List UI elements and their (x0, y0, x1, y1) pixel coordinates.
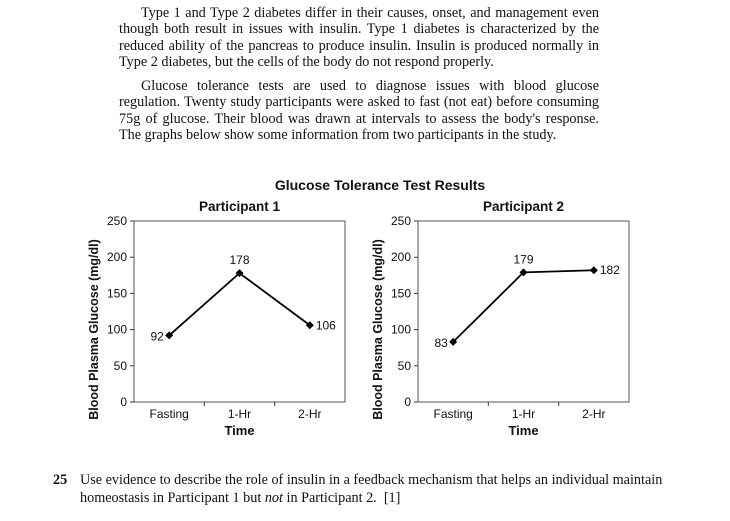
y-tick-label: 0 (404, 395, 411, 409)
question-points: [1] (383, 489, 401, 506)
y-tick-label: 100 (107, 323, 127, 337)
chart-title: Participant 1 (199, 199, 281, 214)
chart-participant-1: Participant 1 0 50 100 150 200 250 Fasting 1-Hr 2… (87, 199, 346, 438)
y-tick-label: 150 (391, 286, 411, 300)
y-tick-label: 250 (107, 214, 127, 228)
x-tick-label: 1-Hr (512, 407, 535, 421)
data-label: 182 (600, 263, 620, 277)
passage-paragraph-1: Type 1 and Type 2 diabetes differ in the… (119, 5, 599, 71)
y-tick-label: 50 (398, 359, 412, 373)
x-tick-label: 1-Hr (228, 407, 251, 421)
data-label: 83 (434, 336, 448, 350)
data-label: 179 (513, 252, 533, 266)
y-tick-label: 100 (391, 323, 411, 337)
plot-area (417, 220, 630, 403)
x-tick-label: 2-Hr (298, 407, 321, 421)
question-text-part-2: in Participant 2. (282, 489, 377, 506)
data-point-marker (519, 268, 528, 277)
x-axis-title: Time (508, 423, 538, 438)
data-label: 106 (316, 318, 336, 332)
y-axis-title: Blood Plasma Glucose (mg/dl) (371, 239, 385, 420)
y-tick-label: 250 (391, 214, 411, 228)
data-point-marker (165, 331, 174, 340)
question-text: Use evidence to describe the role of ins… (80, 472, 680, 507)
y-tick-label: 200 (107, 250, 127, 264)
y-axis-title: Blood Plasma Glucose (mg/dl) (87, 239, 101, 420)
y-tick-label: 50 (114, 359, 128, 373)
x-axis-title: Time (224, 423, 254, 438)
plot-area (133, 220, 346, 403)
paragraph-2-text: Glucose tolerance tests are used to diag… (119, 78, 599, 144)
data-point-marker (449, 337, 458, 346)
x-tick-label: 2-Hr (582, 407, 605, 421)
x-tick-label: Fasting (433, 407, 472, 421)
data-point-marker (305, 321, 314, 330)
question-text-part-1: Use evidence to describe the role of ins… (80, 472, 663, 506)
data-label: 92 (150, 329, 164, 343)
paragraph-1-text: Type 1 and Type 2 diabetes differ in the… (119, 5, 599, 71)
passage-paragraph-2: Glucose tolerance tests are used to diag… (119, 78, 599, 144)
data-point-marker (235, 269, 244, 278)
data-label: 178 (229, 253, 249, 267)
y-tick-label: 150 (107, 286, 127, 300)
chart-participant-2: Participant 2 0 50 100 150 200 250 Fasting 1-Hr 2… (371, 199, 630, 438)
x-tick-label: Fasting (149, 407, 188, 421)
question-emphasis: not (264, 489, 283, 506)
data-point-marker (589, 266, 598, 275)
y-tick-label: 0 (120, 395, 127, 409)
question-number: 25 (53, 472, 68, 488)
figure-title: Glucose Tolerance Test Results (274, 177, 486, 193)
chart-title: Participant 2 (483, 199, 564, 214)
series-line (168, 271, 311, 337)
series-line (452, 269, 594, 343)
y-tick-label: 200 (391, 250, 411, 264)
